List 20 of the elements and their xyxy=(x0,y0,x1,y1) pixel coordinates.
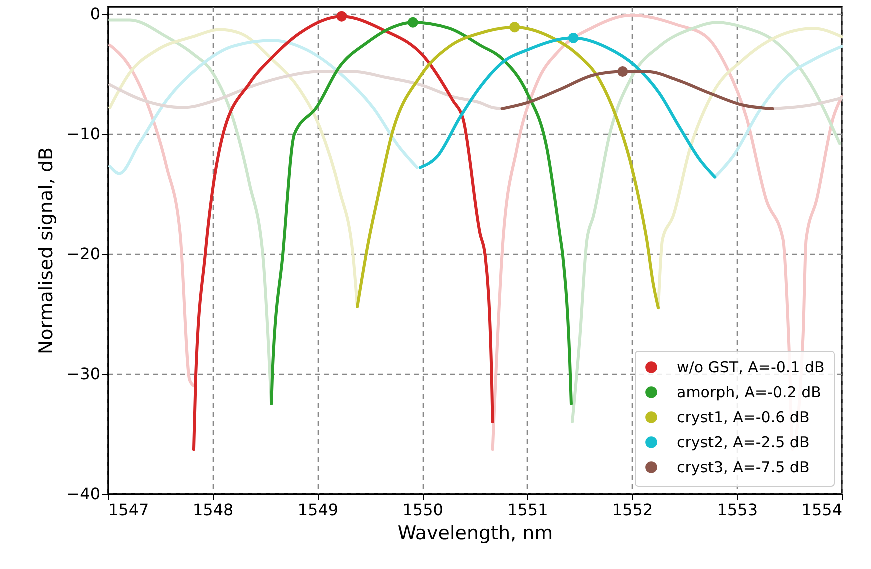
x-tick-label: 1548 xyxy=(193,500,234,520)
y-tick-label: −40 xyxy=(66,484,100,504)
y-tick-label: −10 xyxy=(66,124,100,144)
y-axis-title: Normalised signal, dB xyxy=(36,147,58,355)
x-tick-label: 1551 xyxy=(508,500,548,520)
x-tick-label: 1547 xyxy=(108,500,150,520)
y-tick-label: −30 xyxy=(66,364,100,384)
y-tick-label: 0 xyxy=(90,4,100,24)
x-tick-label: 1552 xyxy=(612,500,654,520)
legend-label: w/o GST, A=-0.1 dB xyxy=(677,358,825,376)
x-tick-label: 1550 xyxy=(402,500,444,520)
legend-label: cryst1, A=-0.6 dB xyxy=(677,408,810,426)
x-tick-label: 1553 xyxy=(717,500,758,520)
y-tick-label: −20 xyxy=(66,244,100,264)
legend-label: cryst2, A=-2.5 dB xyxy=(677,434,810,452)
x-tick-label: 1549 xyxy=(298,500,339,520)
legend-label: amorph, A=-0.2 dB xyxy=(677,384,822,402)
x-axis-title: Wavelength, nm xyxy=(398,522,554,544)
x-tick-label: 1554 xyxy=(802,500,842,520)
legend-label: cryst3, A=-7.5 dB xyxy=(677,458,810,476)
